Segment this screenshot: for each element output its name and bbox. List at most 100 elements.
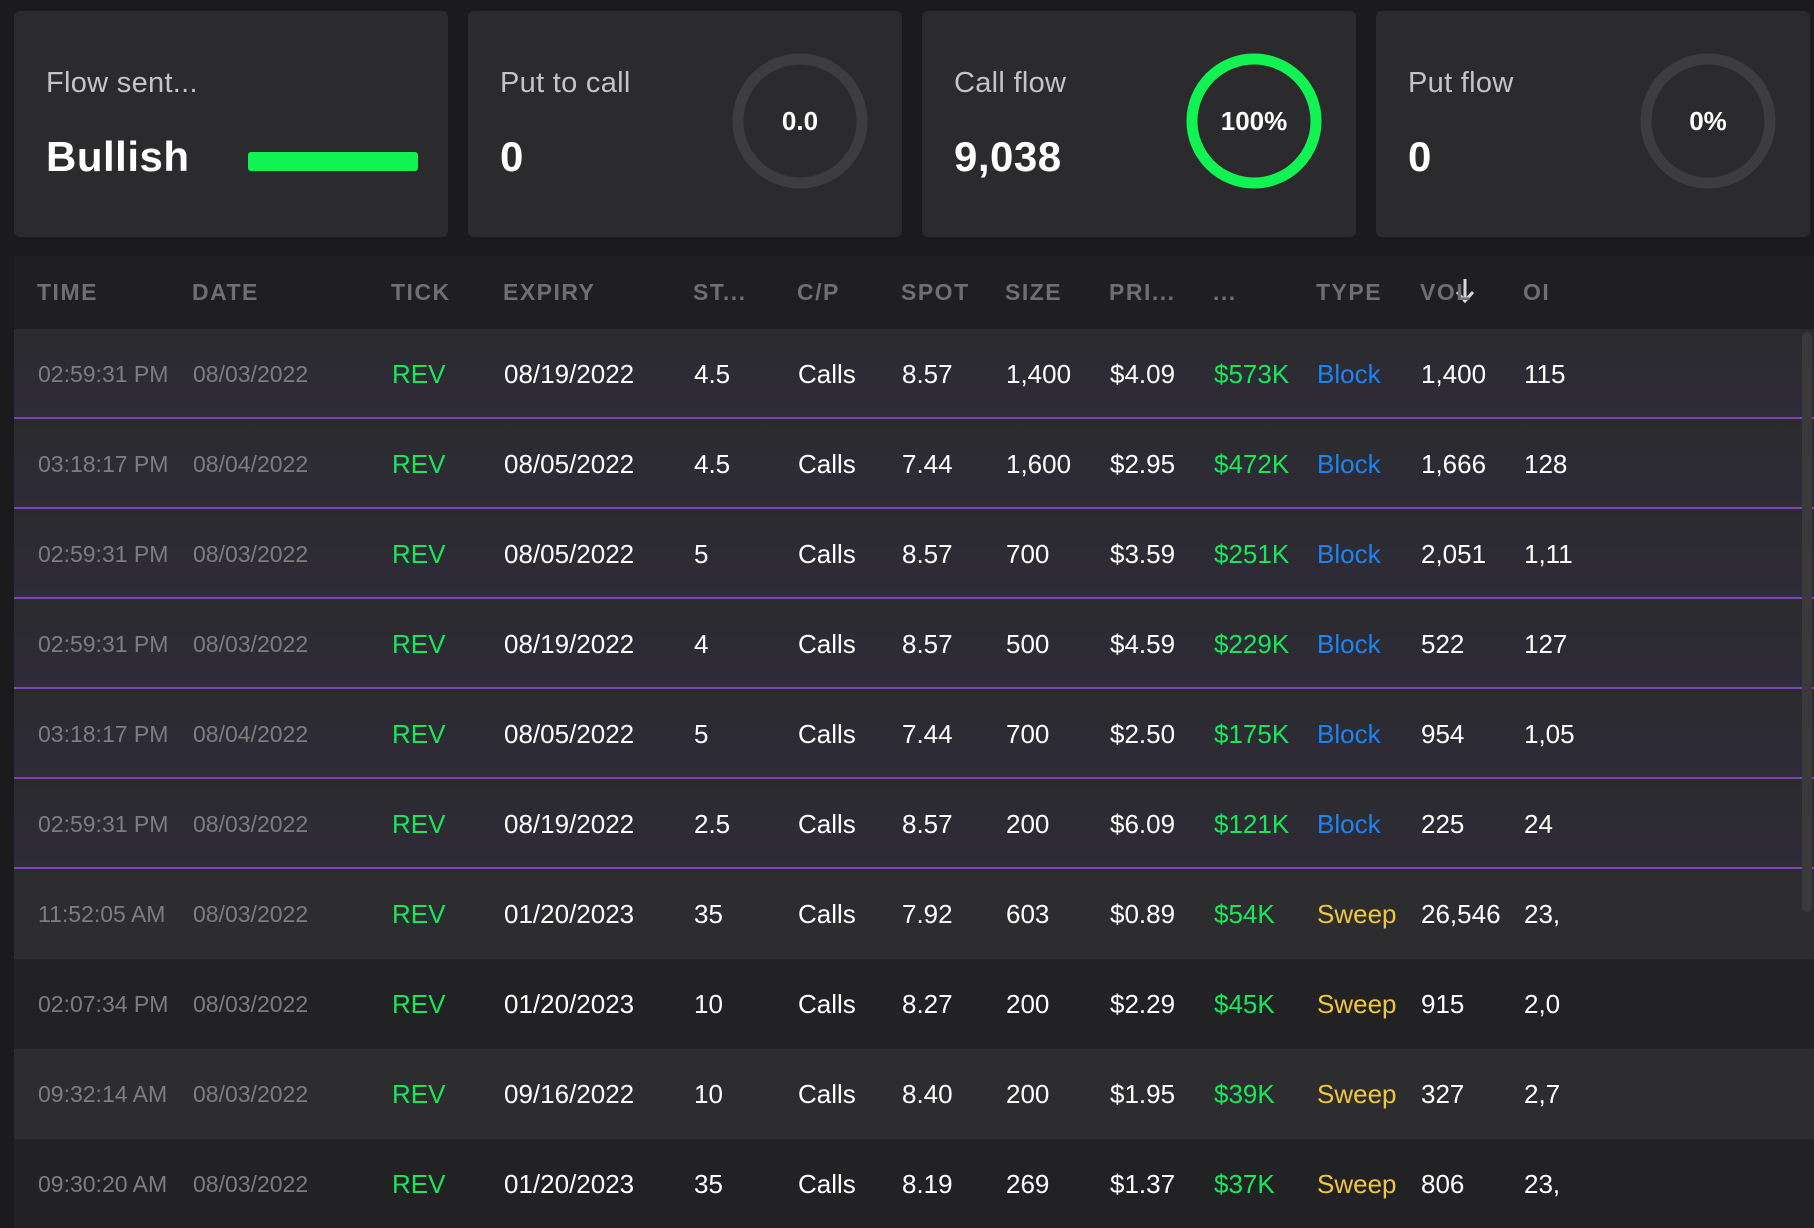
cell-time: 02:59:31 PM	[38, 361, 169, 387]
column-header-date[interactable]: DATE	[192, 279, 259, 305]
cell-price: $6.09	[1110, 809, 1176, 839]
column-header-vol[interactable]: VOL	[1420, 279, 1472, 305]
table-row[interactable]: 02:59:31 PM 08/03/2022 REV 08/19/2022 4.5 Cal…	[14, 329, 1814, 419]
cell-vol: 1,666	[1421, 449, 1487, 479]
column-header-tick[interactable]: TICK	[391, 279, 451, 305]
cell-oi: 23,	[1524, 1169, 1561, 1199]
table-row[interactable]: 11:52:05 AM 08/03/2022 REV 01/20/2023 35 Call…	[14, 869, 1814, 959]
cell-size: 200	[1006, 989, 1050, 1019]
cell-tick[interactable]: REV	[392, 989, 446, 1019]
cell-premium: $175K	[1214, 719, 1290, 749]
cell-spot: 8.27	[902, 989, 953, 1019]
cell-size: 200	[1006, 1079, 1050, 1109]
cell-call-put: Calls	[798, 809, 856, 839]
cell-spot: 7.44	[902, 449, 953, 479]
cell-price: $2.50	[1110, 719, 1176, 749]
cell-tick[interactable]: REV	[392, 539, 446, 569]
cell-size: 200	[1006, 809, 1050, 839]
cell-date: 08/03/2022	[193, 1171, 309, 1197]
table-row[interactable]: 02:59:31 PM 08/03/2022 REV 08/19/2022 4 Calls…	[14, 599, 1814, 689]
cell-call-put: Calls	[798, 899, 856, 929]
cell-premium: $472K	[1214, 449, 1290, 479]
table-row[interactable]: 02:59:31 PM 08/03/2022 REV 08/05/2022 5 Calls…	[14, 509, 1814, 599]
flow-sentiment-label: Flow sent...	[46, 67, 198, 99]
put-flow-value: 0	[1408, 133, 1432, 180]
cell-time: 02:07:34 PM	[38, 991, 169, 1017]
cell-vol: 915	[1421, 989, 1465, 1019]
table-row[interactable]: 09:30:20 AM 08/03/2022 REV 01/20/2023 35 Call…	[14, 1139, 1814, 1228]
column-header-strike[interactable]: ST...	[693, 279, 747, 305]
cell-price: $4.59	[1110, 629, 1176, 659]
column-header-type[interactable]: TYPE	[1316, 279, 1383, 305]
cell-expiry: 08/19/2022	[504, 629, 635, 659]
ring-track	[1640, 53, 1776, 189]
cell-tick[interactable]: REV	[392, 719, 446, 749]
cell-premium: $573K	[1214, 359, 1290, 389]
cell-premium: $37K	[1214, 1169, 1275, 1199]
column-header-spot[interactable]: SPOT	[901, 279, 970, 305]
cell-tick[interactable]: REV	[392, 629, 446, 659]
arrow-down-icon[interactable]	[1452, 276, 1478, 306]
call-flow-card: Call flow 9,038 100%	[922, 11, 1356, 237]
table-row[interactable]: 09:32:14 AM 08/03/2022 REV 09/16/2022 10 Call…	[14, 1049, 1814, 1139]
put-flow-ring-text: 0%	[1689, 105, 1727, 136]
cell-date: 08/04/2022	[193, 721, 309, 747]
cell-tick[interactable]: REV	[392, 809, 446, 839]
cell-oi: 115	[1524, 359, 1566, 389]
cell-premium: $39K	[1214, 1079, 1275, 1109]
cell-call-put: Calls	[798, 359, 856, 389]
cell-call-put: Calls	[798, 629, 856, 659]
cell-call-put: Calls	[798, 1079, 856, 1109]
cell-tick[interactable]: REV	[392, 899, 446, 929]
put-to-call-card: Put to call 0 0.0	[468, 11, 902, 237]
cell-time: 02:59:31 PM	[38, 541, 169, 567]
cell-oi: 1,11	[1524, 539, 1573, 569]
cell-spot: 8.40	[902, 1079, 953, 1109]
table-row[interactable]: 02:07:34 PM 08/03/2022 REV 01/20/2023 10 Call…	[14, 959, 1814, 1049]
column-header-call-put[interactable]: C/P	[797, 279, 840, 305]
column-header-time[interactable]: TIME	[37, 279, 98, 305]
column-header-premium[interactable]: ...	[1213, 279, 1237, 305]
cell-price: $0.89	[1110, 899, 1176, 929]
cell-spot: 8.57	[902, 359, 953, 389]
cell-vol: 327	[1421, 1079, 1465, 1109]
cell-type: Block	[1317, 629, 1381, 659]
flow-sentiment-card: Flow sent... Bullish	[14, 11, 448, 237]
cell-size: 1,600	[1006, 449, 1072, 479]
cell-call-put: Calls	[798, 719, 856, 749]
cell-date: 08/03/2022	[193, 901, 309, 927]
put-flow-label: Put flow	[1408, 67, 1514, 99]
cell-size: 700	[1006, 539, 1050, 569]
column-header-expiry[interactable]: EXPIRY	[503, 279, 596, 305]
cell-oi: 1,05	[1524, 719, 1575, 749]
cell-expiry: 01/20/2023	[504, 989, 635, 1019]
cell-premium: $121K	[1214, 809, 1290, 839]
column-header-oi[interactable]: OI	[1523, 279, 1551, 305]
column-header-price[interactable]: PRI...	[1109, 279, 1176, 305]
cell-tick[interactable]: REV	[392, 359, 446, 389]
cell-tick[interactable]: REV	[392, 449, 446, 479]
cell-time: 11:52:05 AM	[38, 901, 166, 927]
cell-date: 08/03/2022	[193, 631, 309, 657]
cell-spot: 8.19	[902, 1169, 953, 1199]
cell-spot: 8.57	[902, 629, 953, 659]
cell-oi: 23,	[1524, 899, 1561, 929]
cell-oi: 24	[1524, 809, 1553, 839]
table-row[interactable]: 02:59:31 PM 08/03/2022 REV 08/19/2022 2.5 Cal…	[14, 779, 1814, 869]
cell-type: Block	[1317, 359, 1381, 389]
cell-strike: 5	[694, 719, 709, 749]
cell-premium: $229K	[1214, 629, 1290, 659]
table-row[interactable]: 03:18:17 PM 08/04/2022 REV 08/05/2022 5 Calls…	[14, 689, 1814, 779]
cell-tick[interactable]: REV	[392, 1079, 446, 1109]
cell-time: 02:59:31 PM	[38, 631, 169, 657]
cell-expiry: 09/16/2022	[504, 1079, 635, 1109]
table-scrollbar[interactable]	[1802, 332, 1812, 912]
table-row[interactable]: 03:18:17 PM 08/04/2022 REV 08/05/2022 4.5 Cal…	[14, 419, 1814, 509]
cell-price: $1.37	[1110, 1169, 1176, 1199]
cell-vol: 806	[1421, 1169, 1465, 1199]
put-to-call-label: Put to call	[500, 67, 631, 99]
cell-tick[interactable]: REV	[392, 1169, 446, 1199]
cell-type: Block	[1317, 449, 1381, 479]
cell-strike: 2.5	[694, 809, 731, 839]
column-header-size[interactable]: SIZE	[1005, 279, 1063, 305]
